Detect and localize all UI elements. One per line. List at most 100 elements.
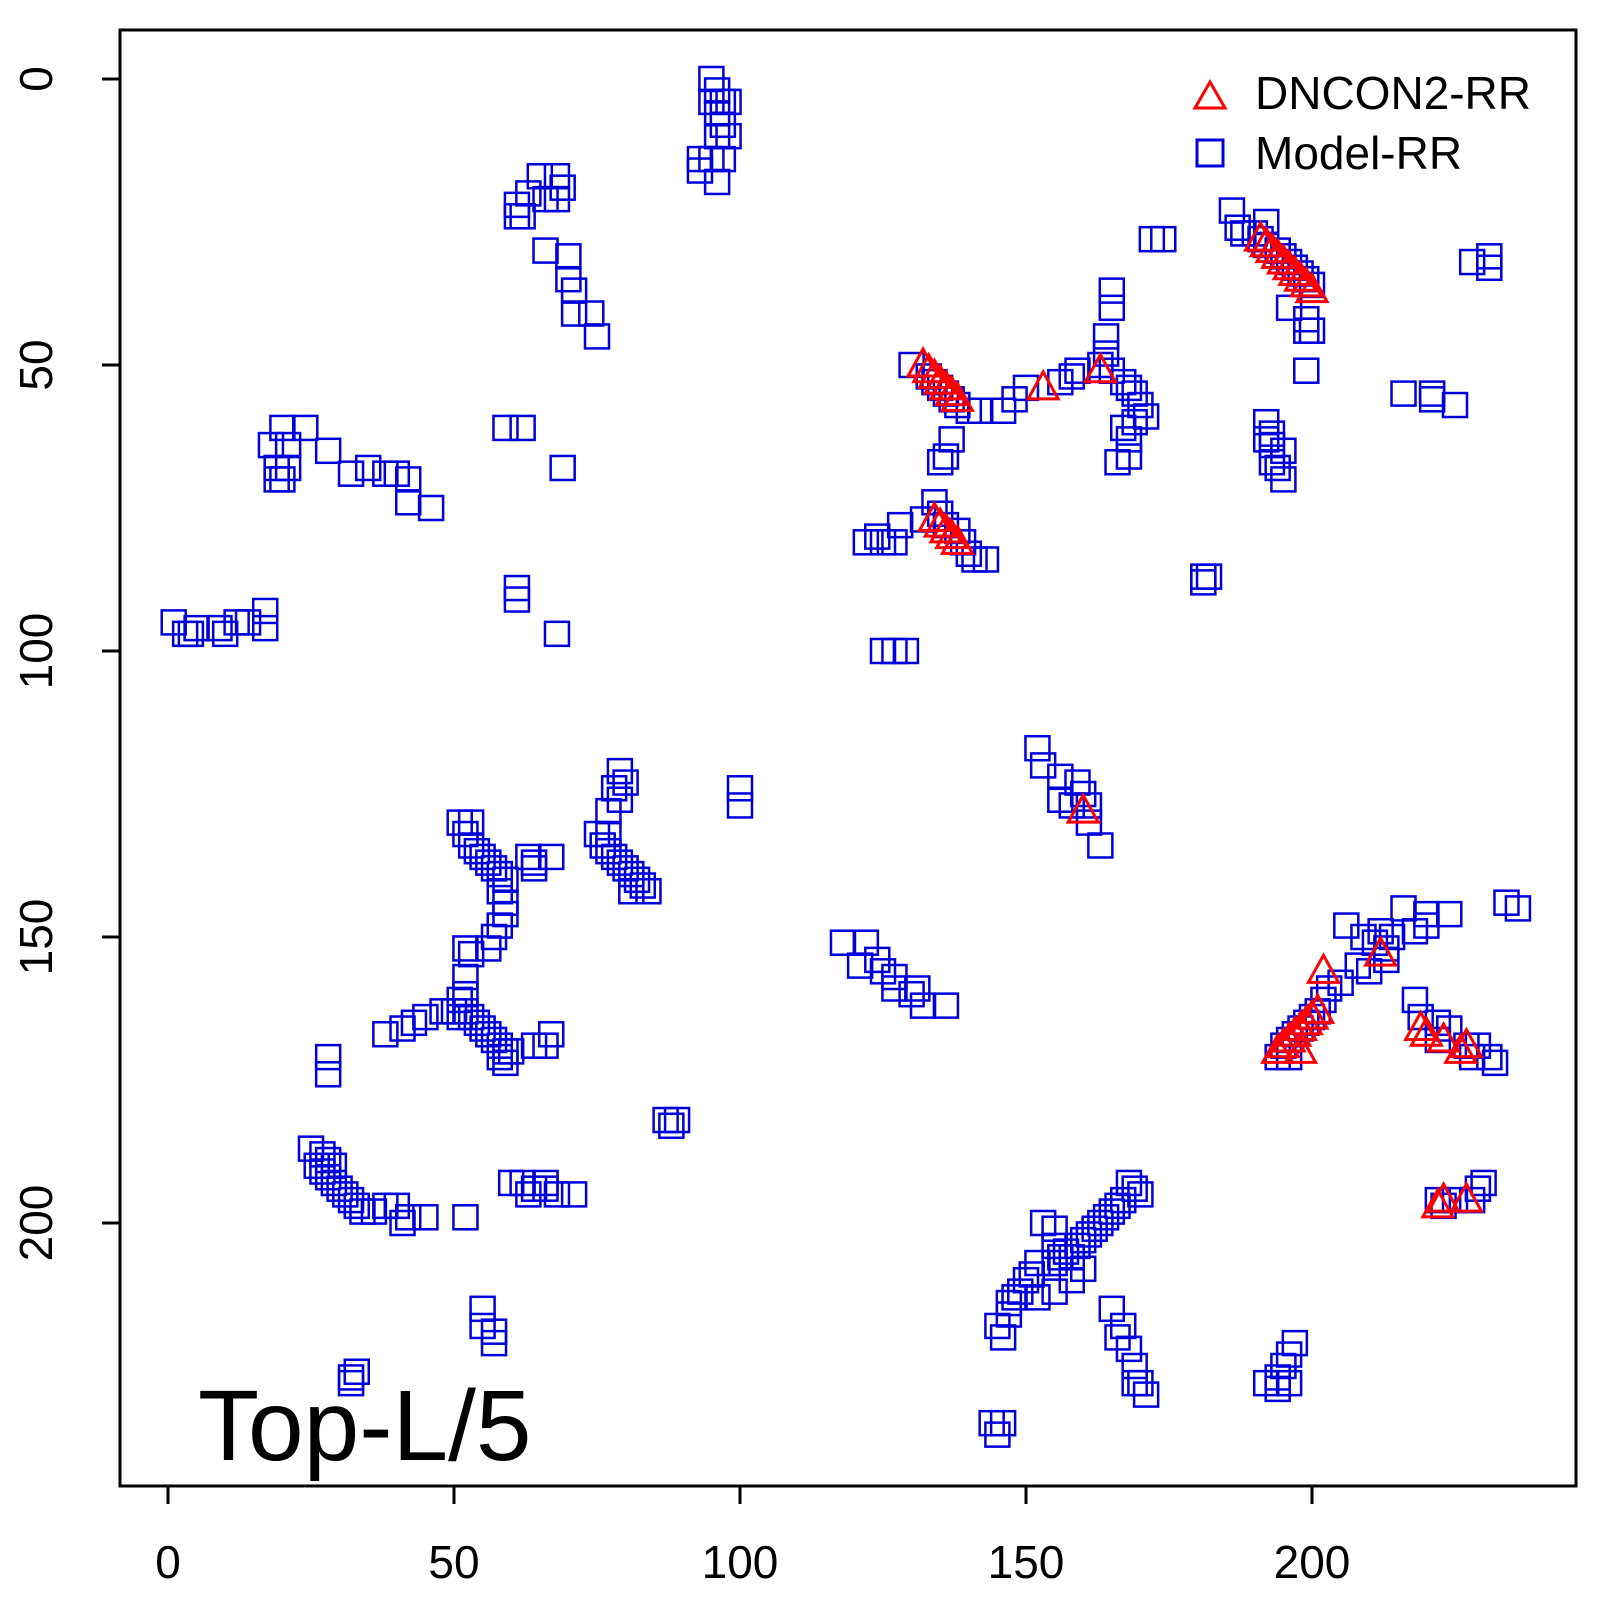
model-rr-point [389, 1015, 416, 1042]
model-rr-point [932, 992, 960, 1019]
model-rr-point [1270, 466, 1297, 493]
model-rr-point [1121, 1369, 1148, 1397]
model-rr-point [1401, 986, 1429, 1014]
plot-frame [118, 28, 1578, 1488]
model-rr-point [1464, 1175, 1492, 1202]
model-rr-point [1098, 294, 1126, 322]
model-rr-point [560, 300, 588, 327]
dncon2-rr-point [1300, 992, 1336, 1024]
model-rr-point [251, 614, 279, 642]
model-rr-point [1275, 1369, 1303, 1397]
dncon2-rr-point [928, 368, 964, 401]
model-rr-point [337, 1369, 365, 1397]
model-rr-point [337, 460, 365, 487]
model-rr-point [1390, 380, 1417, 407]
model-rr-point [1041, 1215, 1068, 1242]
model-rr-point [314, 1061, 342, 1088]
dncon2-rr-point [1283, 1032, 1319, 1064]
model-rr-point [864, 523, 891, 550]
dncon2-rr-point [928, 511, 964, 544]
model-rr-point [892, 637, 920, 665]
model-rr-point [635, 877, 662, 905]
dncon2-rr-point [1254, 231, 1290, 264]
dncon2-rr-point [922, 506, 958, 538]
dncon2-rr-point [1283, 260, 1319, 292]
dncon2-rr-point [1265, 242, 1301, 275]
model-rr-point [1087, 832, 1114, 859]
x-tick-label: 150 [988, 1536, 1065, 1588]
model-rr-point [1195, 563, 1223, 590]
model-rr-point [492, 414, 519, 442]
y-tick-label: 0 [10, 66, 62, 92]
dncon2-rr-point [1363, 935, 1399, 967]
model-rr-point [486, 860, 514, 888]
dncon2-rr-point [911, 351, 947, 384]
model-rr-point [1104, 448, 1131, 476]
model-rr-point [1504, 895, 1532, 922]
dncon2-rr-point [916, 357, 953, 389]
model-rr-point [1041, 1278, 1068, 1305]
model-rr-point [429, 998, 456, 1025]
model-rr-point [343, 1192, 371, 1220]
model-rr-point [251, 597, 279, 625]
model-rr-point [595, 820, 622, 848]
dncon2-rr-point [1288, 265, 1324, 298]
dncon2-rr-point [922, 363, 958, 395]
dncon2-rr-point [905, 345, 941, 378]
model-rr-point [881, 975, 908, 1002]
model-rr-point [314, 437, 342, 465]
dncon2-rr-point [916, 500, 953, 532]
model-rr-point [926, 448, 954, 476]
dncon2-rr-point [1426, 1020, 1462, 1053]
dncon2-rr-point [1025, 368, 1061, 401]
model-rr-point [881, 529, 908, 556]
plot-points [160, 65, 1532, 1448]
x-tick-label: 200 [1274, 1536, 1351, 1588]
dncon2-rr-point [1420, 1186, 1456, 1219]
dncon2-rr-point [939, 523, 975, 555]
dncon2-rr-point [934, 517, 970, 550]
y-tick-label: 100 [10, 613, 62, 690]
model-rr-point [1293, 357, 1320, 384]
model-rr-point [177, 620, 205, 648]
dncon2-rr-point [1271, 1020, 1307, 1053]
dncon2-rr-point [1065, 792, 1101, 824]
model-rr-point [1064, 357, 1091, 384]
model-rr-point [520, 1032, 548, 1059]
model-rr-point [1481, 1049, 1509, 1077]
model-rr-point [1024, 734, 1051, 762]
model-rr-point [726, 775, 754, 802]
model-rr-point [703, 168, 731, 196]
model-rr-point [394, 1204, 422, 1231]
model-rr-point [206, 614, 233, 642]
dncon2-rr-point [1448, 1181, 1484, 1213]
dncon2-rr-point [1248, 225, 1284, 258]
dncon2-rr-point [1294, 997, 1330, 1030]
model-rr-point [480, 1329, 508, 1357]
x-tick-label: 50 [428, 1536, 479, 1588]
dncon2-rr-point [1426, 1181, 1462, 1213]
dncon2-rr-point [1288, 1003, 1324, 1036]
model-rr-point [492, 1049, 519, 1077]
model-rr-point [549, 454, 576, 482]
model-rr-point [372, 1020, 399, 1048]
model-rr-point [354, 454, 382, 482]
model-rr-point [532, 1169, 559, 1197]
legend: DNCON2-RR Model-RR [1192, 67, 1531, 179]
model-rr-point [1436, 900, 1463, 928]
model-rr-point [503, 203, 531, 230]
model-rr-point [583, 323, 611, 350]
model-rr-point [1470, 1169, 1497, 1197]
y-tick-label: 150 [10, 899, 62, 976]
dncon2-rr-point [934, 374, 970, 407]
model-rr-point [560, 1181, 588, 1208]
model-rr-point [486, 1043, 514, 1071]
y-axis: 0 50 100 150 200 [10, 66, 120, 1261]
dncon2-rr-point [1277, 254, 1313, 286]
model-rr-point [972, 546, 1000, 573]
model-rr-point [452, 1204, 479, 1231]
model-rr-point [1441, 391, 1469, 419]
y-tick-label: 50 [10, 339, 62, 390]
